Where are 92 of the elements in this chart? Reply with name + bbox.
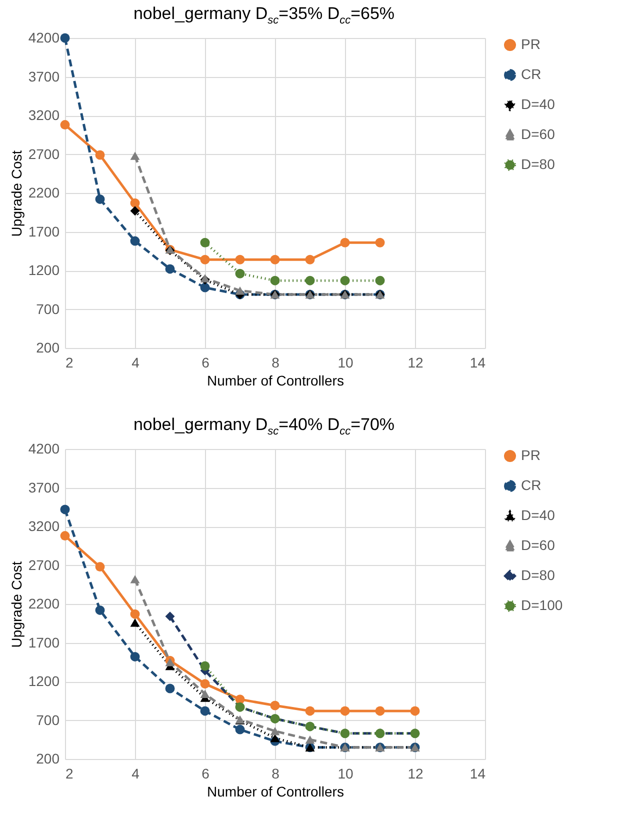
point xyxy=(270,254,280,264)
x-tick-label: 8 xyxy=(272,766,280,782)
legend-label: D=100 xyxy=(521,597,563,613)
legend-label: CR xyxy=(521,66,542,82)
point xyxy=(235,254,245,264)
x-axis-title: Number of Controllers xyxy=(207,784,344,800)
point xyxy=(375,276,385,286)
y-tick-label: 2200 xyxy=(28,184,60,200)
x-tick-label: 6 xyxy=(202,766,210,782)
point xyxy=(200,706,210,716)
legend-label: D=80 xyxy=(521,567,556,583)
point xyxy=(375,706,385,716)
point xyxy=(60,120,70,130)
chart-title: nobel_germany D$_{sc}$=35% D$_{cc}$=65% xyxy=(132,4,396,26)
point xyxy=(130,609,140,619)
legend-label: D=80 xyxy=(521,156,556,172)
point xyxy=(165,612,175,622)
y-tick-label: 4200 xyxy=(28,30,60,46)
point xyxy=(305,706,315,716)
point xyxy=(130,618,140,627)
x-tick-label: 14 xyxy=(470,354,486,370)
point xyxy=(305,736,315,744)
point xyxy=(235,724,245,734)
point xyxy=(340,706,350,716)
y-tick-label: 3200 xyxy=(28,518,60,534)
point xyxy=(200,274,210,282)
x-tick-label: 2 xyxy=(66,766,74,782)
x-tick-label: 6 xyxy=(202,354,210,370)
point xyxy=(95,605,105,615)
legend-label: D=40 xyxy=(521,96,556,112)
x-axis-title: Number of Controllers xyxy=(207,372,344,388)
legend-label: PR xyxy=(521,36,540,52)
y-tick-label: 1700 xyxy=(28,223,60,240)
point xyxy=(130,575,140,584)
y-tick-label: 1200 xyxy=(28,262,60,278)
x-tick-label: 8 xyxy=(272,354,280,370)
point xyxy=(200,661,210,671)
point xyxy=(375,238,385,248)
legend-label: D=40 xyxy=(521,507,556,523)
point xyxy=(130,152,140,160)
y-axis-title: Upgrade Cost xyxy=(8,150,24,237)
point xyxy=(235,268,245,278)
point xyxy=(270,726,280,736)
point xyxy=(410,706,420,716)
y-tick-label: 3200 xyxy=(28,107,60,123)
point xyxy=(95,150,105,160)
point xyxy=(200,254,210,264)
point xyxy=(200,238,210,248)
point xyxy=(200,679,210,689)
x-tick-label: 10 xyxy=(338,354,354,370)
legend-label: CR xyxy=(521,477,542,493)
y-tick-label: 1200 xyxy=(28,673,60,689)
y-tick-label: 4200 xyxy=(28,440,60,456)
point xyxy=(60,531,70,541)
y-axis-title: Upgrade Cost xyxy=(8,561,24,648)
y-tick-label: 700 xyxy=(36,300,60,317)
legend-label: PR xyxy=(521,447,540,463)
x-tick-label: 2 xyxy=(66,354,74,370)
x-tick-label: 14 xyxy=(470,766,486,782)
y-tick-label: 3700 xyxy=(28,68,60,84)
y-tick-label: 200 xyxy=(36,340,60,356)
point xyxy=(305,276,315,286)
point xyxy=(340,276,350,286)
point xyxy=(305,254,315,264)
x-tick-label: 10 xyxy=(338,766,354,782)
x-tick-label: 4 xyxy=(132,354,140,370)
x-tick-label: 12 xyxy=(408,766,424,782)
y-tick-label: 2200 xyxy=(28,596,60,612)
point xyxy=(270,734,280,742)
y-tick-label: 700 xyxy=(36,712,60,728)
y-tick-label: 200 xyxy=(36,750,60,766)
x-tick-label: 4 xyxy=(132,766,140,782)
point xyxy=(130,206,140,216)
point xyxy=(130,198,140,208)
x-tick-label: 12 xyxy=(408,354,424,370)
y-tick-label: 3700 xyxy=(28,479,60,496)
point xyxy=(130,652,140,662)
point xyxy=(200,690,210,698)
point xyxy=(165,684,175,694)
point xyxy=(235,286,245,295)
y-tick-label: 2700 xyxy=(28,146,60,162)
point xyxy=(60,504,70,514)
point xyxy=(340,238,350,248)
point xyxy=(270,700,280,710)
y-tick-label: 1700 xyxy=(28,634,60,650)
y-tick-label: 2700 xyxy=(28,556,60,573)
chart-title: nobel_germany D$_{sc}$=40% D$_{cc}$=70% xyxy=(132,415,396,438)
point xyxy=(270,276,280,286)
legend-label: D=60 xyxy=(521,126,556,142)
point xyxy=(95,562,105,572)
point xyxy=(165,658,175,666)
legend-label: D=60 xyxy=(521,537,556,553)
